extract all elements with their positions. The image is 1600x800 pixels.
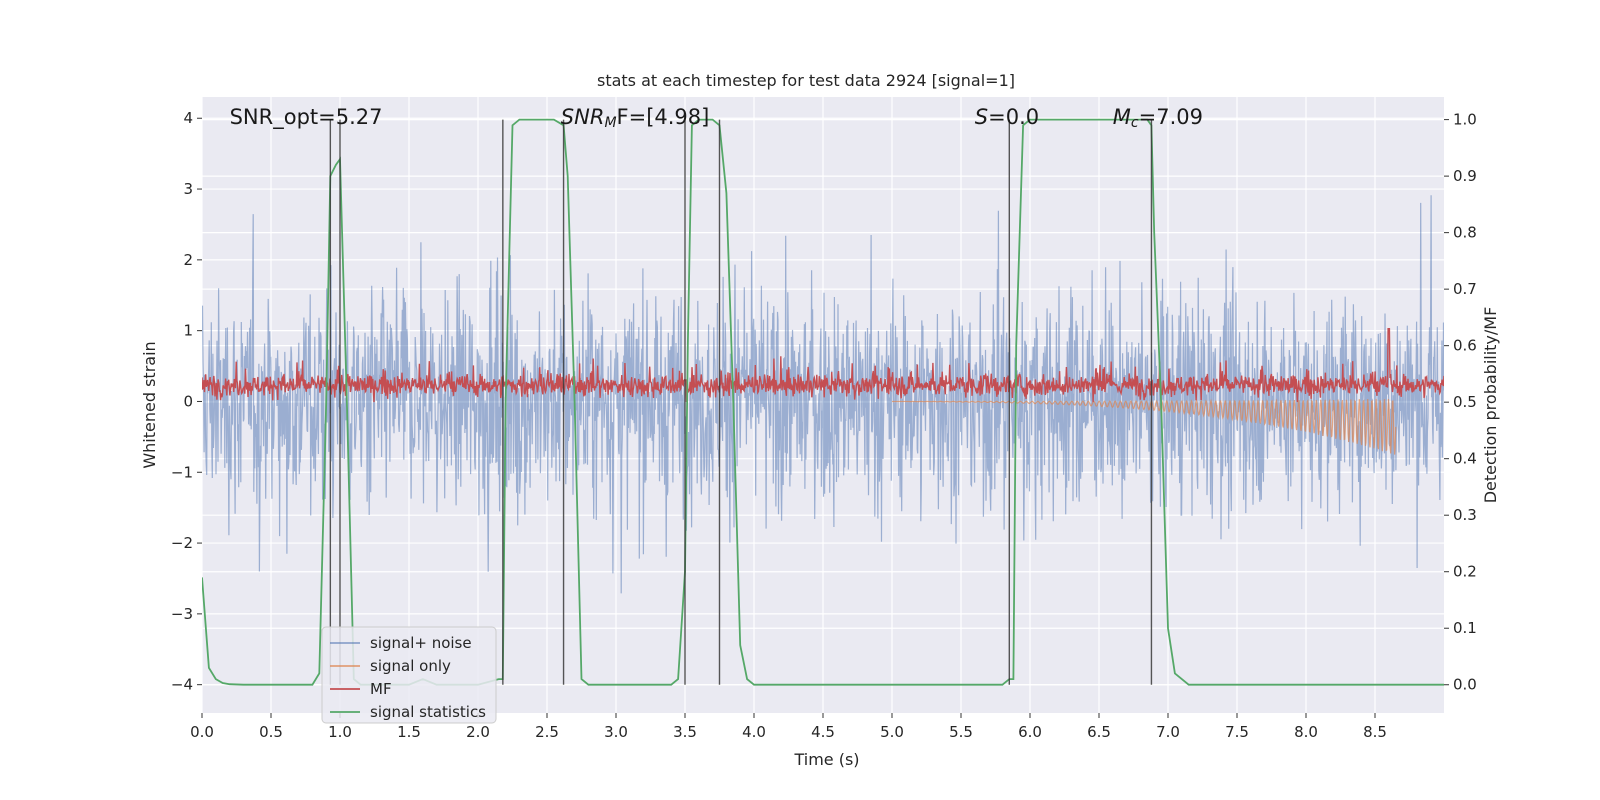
y-tick-label: 2: [183, 251, 193, 269]
y2-tick-label: 0.9: [1453, 167, 1477, 185]
x-tick-label: 1.0: [328, 723, 352, 741]
x-tick-label: 1.5: [397, 723, 421, 741]
annotation-prefix: S: [975, 105, 988, 129]
x-tick-label: 8.5: [1363, 723, 1387, 741]
annotation-3: S=0.0: [975, 105, 1039, 129]
y-tick-label: 4: [183, 109, 193, 127]
y-tick-label: 0: [183, 392, 193, 410]
y-tick-label: −4: [171, 676, 193, 694]
annotation-prefix: SNR_opt: [230, 105, 319, 130]
y2-axis-title: Detection probability/MF: [1481, 307, 1500, 504]
axes: 0.0 0.5 1.0 1.5 2.0 2.5 3.0 3.5 4.0 4.5 5.0 5.5 6.0 6…: [171, 109, 1477, 741]
x-tick-label: 2.0: [466, 723, 490, 741]
vertical-markers: [329, 119, 1153, 685]
annotation-2: SNRMF=[4.98]: [561, 105, 710, 131]
y-tick-label: 3: [183, 180, 193, 198]
annotation-suffix: =5.27: [318, 105, 382, 129]
y-tick-label: 1: [183, 322, 193, 340]
y2-tick-label: 0.2: [1453, 563, 1477, 581]
annotation-suffix: =7.09: [1139, 105, 1203, 129]
legend-box: [321, 626, 497, 724]
x-tick-label: 7.0: [1156, 723, 1180, 741]
y-tick-label: −3: [171, 605, 193, 623]
signal-only-line: [892, 398, 1397, 455]
x-tick-label: 3.0: [604, 723, 628, 741]
y2-tick-label: 1.0: [1453, 111, 1477, 129]
series-layer: [202, 118, 1444, 686]
y2-tick-label: 0.4: [1453, 450, 1477, 468]
x-axis-title: Time (s): [793, 750, 859, 769]
x-tick-label: 5.0: [880, 723, 904, 741]
legend: signal+ noise signal only MF signal statist…: [321, 626, 497, 724]
x-tick-label: 4.0: [742, 723, 766, 741]
x-tick-label: 8.0: [1294, 723, 1318, 741]
x-tick-label: 4.5: [811, 723, 835, 741]
x-tick-label: 5.5: [949, 723, 973, 741]
annotation-1: SNR_opt=5.27: [230, 105, 383, 130]
y2-tick-label: 0.3: [1453, 506, 1477, 524]
y2-tick-label: 0.5: [1453, 393, 1477, 411]
y2-tick-label: 0.0: [1453, 676, 1477, 694]
x-tick-label: 3.5: [673, 723, 697, 741]
legend-label: MF: [370, 680, 392, 698]
mf-line: [202, 328, 1444, 403]
y2-tick-label: 0.1: [1453, 619, 1477, 637]
y2-tick-label: 0.8: [1453, 224, 1477, 242]
annotation-suffix: F=[4.98]: [617, 105, 710, 129]
chart-title: stats at each timestep for test data 292…: [597, 71, 1015, 90]
annotation-subscript: c: [1131, 115, 1139, 131]
x-tick-label: 6.0: [1018, 723, 1042, 741]
annotation-prefix: M: [1113, 105, 1131, 129]
annotations: SNR_opt=5.27 SNRMF=[4.98] S=0.0 Mc=7.09: [230, 105, 1203, 131]
y-tick-label: −1: [171, 463, 193, 481]
y-axis-title: Whitened strain: [140, 341, 159, 468]
legend-label: signal only: [370, 657, 451, 675]
annotation-suffix: =0.0: [988, 105, 1039, 129]
x-tick-label: 0.5: [259, 723, 283, 741]
annotation-subscript: M: [604, 115, 616, 131]
annotation-prefix: SNR: [561, 105, 605, 129]
y2-tick-label: 0.6: [1453, 337, 1477, 355]
legend-label: signal+ noise: [370, 634, 472, 652]
annotation-4: Mc=7.09: [1113, 105, 1203, 131]
signal-statistics-line: [202, 118, 1444, 686]
y2-tick-label: 0.7: [1453, 280, 1477, 298]
x-tick-label: 7.5: [1225, 723, 1249, 741]
y-tick-label: −2: [171, 534, 193, 552]
legend-label: signal statistics: [370, 703, 486, 721]
x-tick-label: 6.5: [1087, 723, 1111, 741]
x-tick-label: 0.0: [190, 723, 214, 741]
x-tick-label: 2.5: [535, 723, 559, 741]
